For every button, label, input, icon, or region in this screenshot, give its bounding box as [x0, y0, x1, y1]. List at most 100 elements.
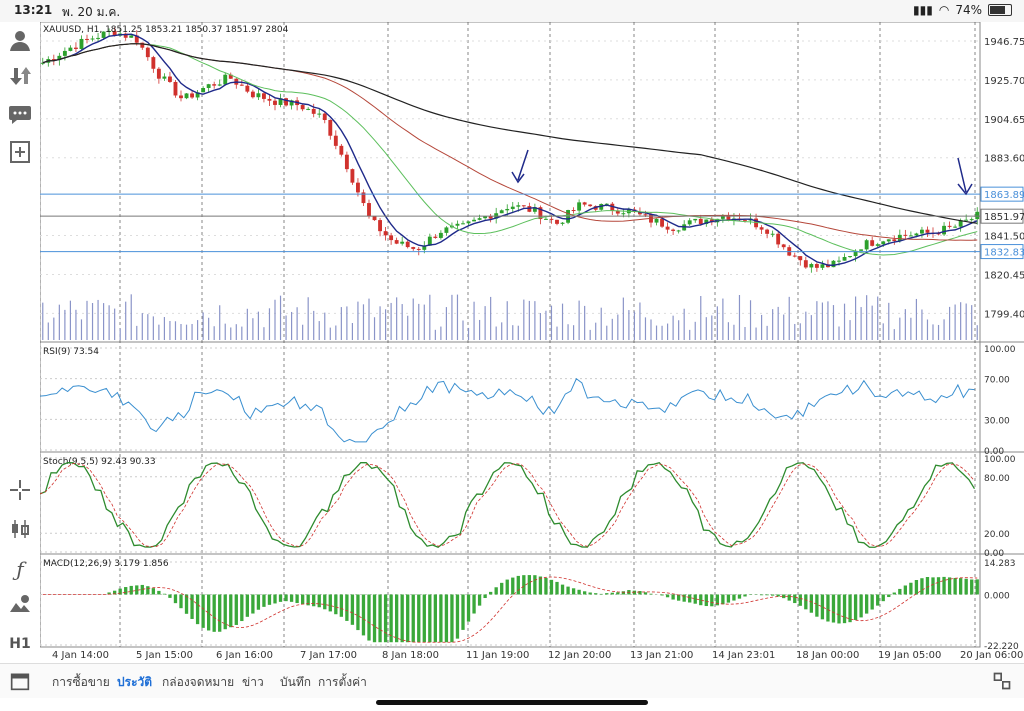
trade-icon[interactable]	[6, 64, 34, 92]
candle-body	[190, 93, 194, 98]
candle-body	[466, 221, 471, 224]
add-indicator-icon[interactable]	[6, 140, 34, 168]
symbol-header: XAUUSD, H1, 1851.25 1853.21 1850.37 1851…	[43, 25, 289, 35]
candle-body	[499, 210, 504, 214]
candle-body	[438, 232, 443, 238]
candle-body	[317, 113, 322, 115]
time-axis-label: 12 Jan 20:00	[548, 650, 611, 661]
tab-mailbox[interactable]: กล่องจดหมาย	[162, 675, 235, 689]
tab-settings[interactable]: การตั้งค่า	[318, 675, 367, 689]
candle-body	[101, 31, 106, 38]
candle-body	[842, 257, 847, 261]
candle-body	[134, 35, 139, 43]
candle-body	[57, 55, 62, 61]
rsi-line	[40, 377, 975, 443]
candle-body	[201, 88, 206, 93]
candle-body	[356, 182, 360, 193]
candle-body	[720, 216, 725, 219]
chart-type-icon[interactable]	[6, 517, 34, 545]
lower-price-tag: 1832.83	[984, 248, 1024, 259]
candle-body	[129, 35, 134, 38]
price-axis-label: 1841.50	[984, 232, 1024, 243]
tab-history[interactable]: ประวัติ	[117, 675, 153, 689]
candle-body	[643, 214, 648, 216]
candle-body	[306, 108, 311, 110]
moving-average-line	[42, 33, 978, 266]
candle-body	[472, 219, 476, 222]
candle-body	[151, 57, 156, 69]
candle-body	[68, 47, 73, 51]
candle-body	[344, 154, 349, 170]
candle-body	[532, 207, 537, 212]
annotation-arrow	[957, 157, 973, 196]
candle-body	[892, 239, 897, 242]
candle-body	[505, 208, 510, 211]
timeframe-label[interactable]: H1	[9, 636, 31, 652]
candle-body	[803, 260, 808, 268]
price-chart[interactable]: 1946.75 1925.70 1904.65 1883.60 1841.50 1820.…	[40, 22, 1024, 663]
candle-body	[654, 218, 659, 223]
candle-body	[411, 247, 416, 249]
candle-body	[510, 206, 515, 209]
home-indicator	[376, 700, 648, 705]
time-axis-label: 18 Jan 00:00	[796, 650, 859, 661]
candle-body	[864, 240, 869, 250]
price-axis-label: 1904.65	[984, 115, 1024, 126]
candle-body	[687, 220, 692, 225]
candle-body	[333, 135, 338, 146]
candle-body	[350, 169, 355, 183]
candle-body	[914, 233, 919, 236]
current-price-tag-box	[980, 208, 1024, 224]
candle-body	[831, 260, 836, 268]
candle-body	[250, 91, 255, 98]
time-axis-label: 13 Jan 21:00	[630, 650, 693, 661]
wifi-icon: ◠	[938, 3, 950, 17]
candle-body	[516, 205, 521, 207]
candle-body	[743, 220, 747, 222]
candle-body	[145, 47, 150, 58]
candle-body	[62, 50, 67, 56]
lower-price-tag-box	[980, 244, 1024, 260]
candle-body	[544, 218, 548, 220]
candle-body	[477, 218, 482, 220]
tab-news[interactable]: ข่าว	[242, 675, 264, 689]
annotation-arrow	[511, 149, 529, 184]
chat-icon[interactable]	[6, 102, 34, 130]
candle-body	[676, 230, 681, 232]
candle-body	[322, 113, 327, 121]
status-date: พ. 20 ม.ค.	[62, 5, 121, 19]
time-axis-label: 6 Jan 16:00	[216, 650, 273, 661]
crosshair-icon[interactable]	[6, 478, 34, 506]
objects-icon[interactable]	[6, 592, 34, 620]
price-axis-label: 1925.70	[984, 76, 1024, 87]
candle-body	[582, 202, 587, 205]
candle-body	[881, 241, 886, 245]
indicator-label: MACD(12,26,9) 3.179 1.856	[43, 559, 169, 569]
function-icon[interactable]: ƒ	[16, 557, 24, 581]
candle-body	[975, 211, 980, 220]
candle-body	[886, 239, 891, 242]
tab-trade[interactable]: การซื้อขาย	[52, 675, 110, 689]
indicator-level-label: 100.00	[984, 455, 1016, 465]
candle-body	[759, 227, 764, 230]
tab-journal[interactable]: บันทึก	[280, 675, 311, 689]
candle-body	[704, 219, 709, 225]
plot-frame	[40, 22, 981, 648]
calendar-icon[interactable]	[10, 671, 30, 694]
candle-body	[206, 84, 211, 89]
indicator-level-label: -22.220	[984, 642, 1019, 652]
candle-body	[726, 216, 731, 221]
user-icon[interactable]	[6, 28, 34, 56]
candle-body	[228, 74, 233, 79]
candle-body	[571, 210, 576, 212]
candle-body	[245, 85, 250, 92]
upper-price-tag-box	[980, 186, 1024, 202]
candle-body	[239, 84, 244, 86]
candle-body	[560, 222, 565, 224]
time-axis-label: 14 Jan 23:01	[712, 650, 775, 661]
candle-body	[820, 264, 825, 268]
candle-body	[405, 241, 410, 248]
layout-icon[interactable]	[992, 671, 1012, 694]
candle-body	[378, 220, 382, 232]
candle-body	[903, 234, 908, 236]
